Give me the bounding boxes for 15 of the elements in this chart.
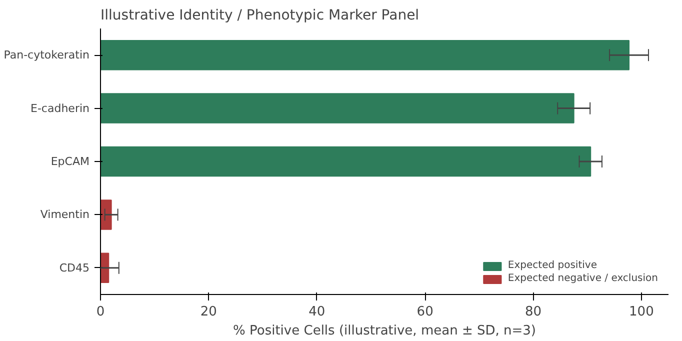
y-tick-label: Vimentin	[40, 208, 90, 222]
x-tick-label: 80	[524, 304, 542, 320]
chart-title: Illustrative Identity / Phenotypic Marker Panel	[100, 8, 420, 24]
y-tick-label: CD45	[59, 261, 90, 274]
x-tick-label: 100	[629, 304, 654, 320]
x-tick-label: 20	[200, 304, 217, 320]
x-axis-title: % Positive Cells (illustrative, mean ± SD, n=3)	[233, 324, 536, 338]
y-tick-label: E-cadherin	[30, 102, 90, 115]
legend-label: Expected positive	[508, 260, 597, 271]
y-tick-label: EpCAM	[50, 155, 90, 168]
x-tick-label: 60	[416, 304, 434, 320]
x-tick-label: 0	[96, 304, 105, 320]
legend-label: Expected negative / exclusion	[508, 273, 658, 284]
y-tick-label: Pan-cytokeratin	[4, 48, 90, 62]
x-tick-label: 40	[308, 304, 326, 320]
